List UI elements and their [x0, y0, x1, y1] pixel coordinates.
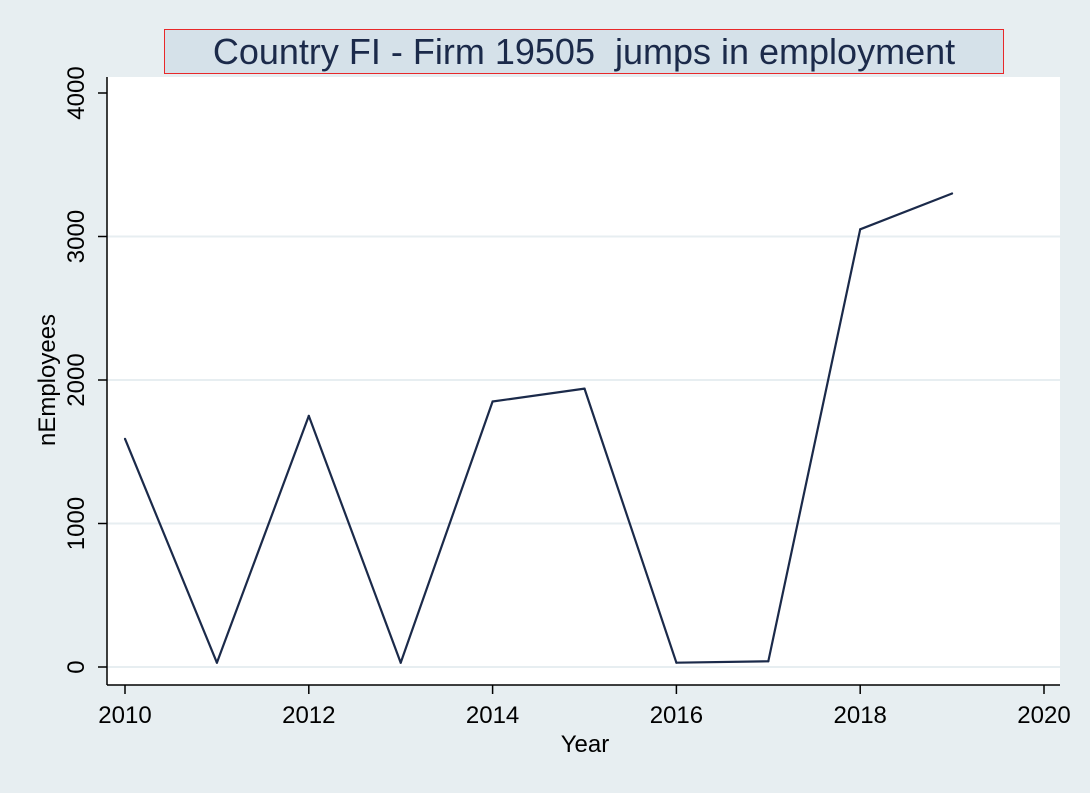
series-line-0 [123, 192, 953, 664]
x-tick-label-2: 2014 [466, 702, 519, 729]
chart-title: Country FI - Firm 19505 jumps in employm… [212, 30, 956, 72]
data-point-0-5 [583, 387, 586, 390]
y-tick-label-0: 0 [63, 660, 90, 673]
x-tick-label-0: 2010 [98, 702, 151, 729]
y-tick-label-2: 2000 [63, 353, 90, 406]
y-tick-label-1: 1000 [63, 497, 90, 550]
data-point-0-7 [767, 660, 770, 663]
y-tick-label-3: 3000 [63, 210, 90, 263]
y-axis-title: nEmployees [34, 314, 61, 446]
data-point-0-4 [491, 400, 494, 403]
y-tick-label-4: 4000 [63, 66, 90, 119]
data-point-0-1 [215, 661, 218, 664]
data-point-0-8 [859, 228, 862, 231]
x-tick-label-3: 2016 [650, 702, 703, 729]
data-point-0-0 [123, 437, 127, 440]
data-point-0-9 [951, 192, 954, 195]
data-point-0-2 [307, 414, 310, 417]
x-tick-label-1: 2012 [282, 702, 335, 729]
data-point-0-3 [399, 661, 402, 664]
chart-title-box: Country FI - Firm 19505 jumps in employm… [164, 29, 1004, 74]
data-point-0-6 [675, 661, 678, 664]
x-tick-label-4: 2018 [834, 702, 887, 729]
x-tick-label-5: 2020 [1017, 702, 1070, 729]
x-axis-title: Year [561, 731, 610, 758]
